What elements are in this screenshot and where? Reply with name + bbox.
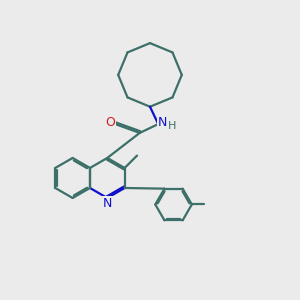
Text: H: H <box>168 122 176 131</box>
Text: N: N <box>158 116 167 129</box>
Text: N: N <box>103 197 112 210</box>
Text: O: O <box>105 116 115 129</box>
